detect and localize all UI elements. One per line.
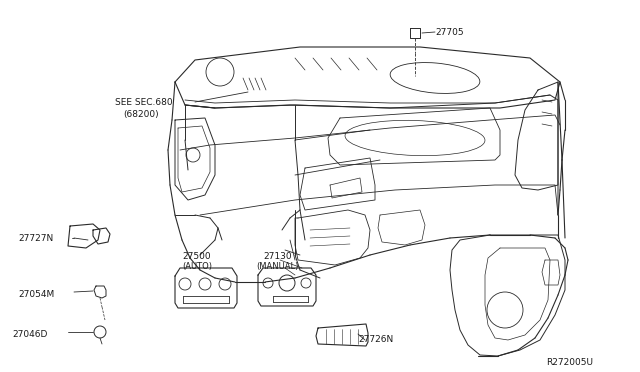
Text: R272005U: R272005U bbox=[546, 358, 593, 367]
Text: 27500: 27500 bbox=[182, 252, 211, 261]
Text: 27054M: 27054M bbox=[18, 290, 54, 299]
Text: 27046D: 27046D bbox=[12, 330, 47, 339]
Text: 27727N: 27727N bbox=[18, 234, 53, 243]
Text: 27705: 27705 bbox=[435, 28, 463, 37]
Text: SEE SEC.680: SEE SEC.680 bbox=[115, 98, 173, 107]
Text: 27726N: 27726N bbox=[358, 335, 393, 344]
Text: (68200): (68200) bbox=[123, 110, 159, 119]
Text: (AUTO): (AUTO) bbox=[182, 262, 212, 271]
Text: (MANUAL): (MANUAL) bbox=[256, 262, 298, 271]
Text: 27130: 27130 bbox=[263, 252, 292, 261]
